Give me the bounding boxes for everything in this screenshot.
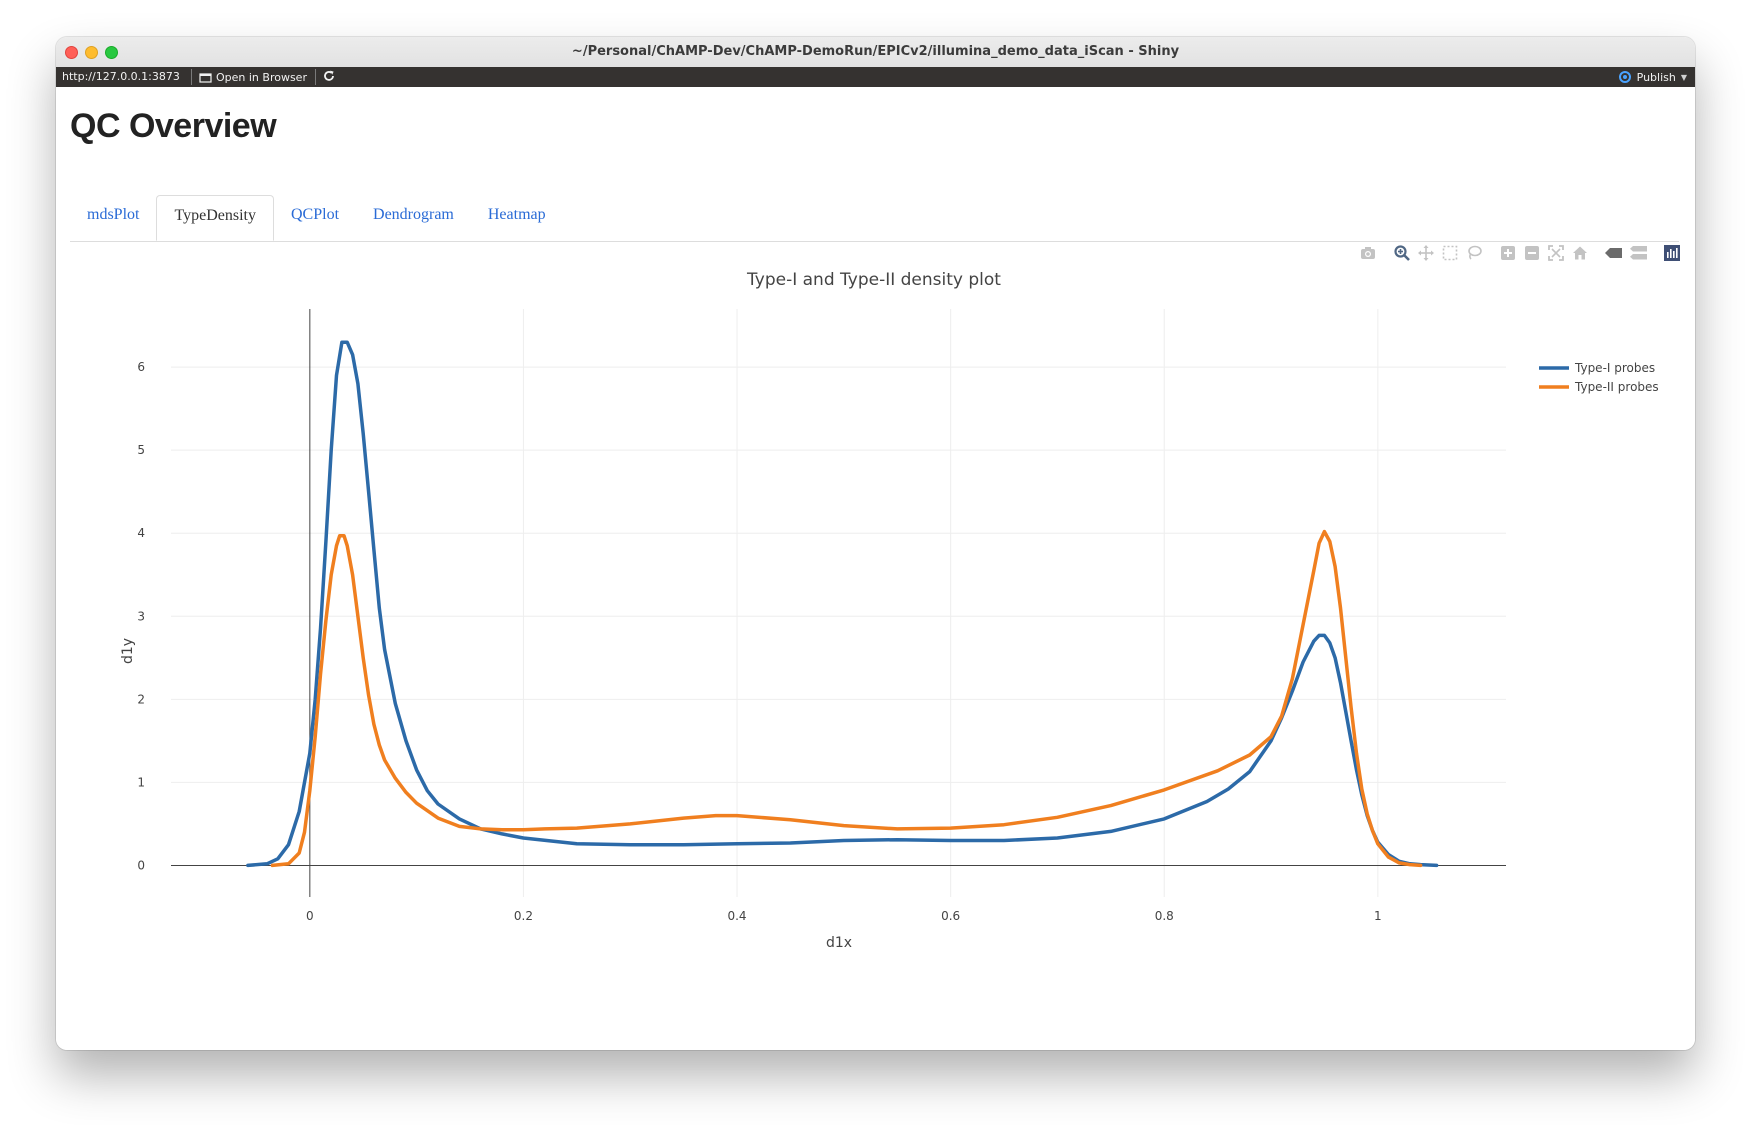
x-tick-label: 0.4 — [727, 909, 746, 923]
zoom-window-button[interactable] — [105, 46, 118, 59]
toolbar-divider — [315, 69, 316, 85]
y-tick-label: 3 — [137, 609, 145, 623]
close-window-button[interactable] — [65, 46, 78, 59]
x-tick-label: 0.6 — [941, 909, 960, 923]
hover-compare-icon[interactable] — [1629, 244, 1647, 262]
page-title: QC Overview — [70, 107, 277, 145]
y-axis-label: d1y — [120, 638, 136, 664]
tab-typedensity[interactable]: TypeDensity — [156, 195, 274, 241]
y-tick-label: 0 — [137, 858, 145, 872]
autoscale-icon[interactable] — [1547, 244, 1565, 262]
publish-label: Publish — [1636, 70, 1676, 84]
tab-heatmap[interactable]: Heatmap — [487, 206, 546, 223]
legend[interactable]: Type-I probes Type-II probes — [1539, 361, 1659, 394]
open-in-browser-button[interactable]: Open in Browser — [199, 69, 307, 85]
minimize-window-button[interactable] — [85, 46, 98, 59]
open-browser-icon — [199, 72, 212, 83]
y-tick-label: 2 — [137, 692, 145, 706]
tab-bar: mdsPlot TypeDensity QCPlot Dendrogram He… — [70, 195, 1679, 242]
reload-button[interactable] — [322, 69, 336, 86]
url-display[interactable]: http://127.0.0.1:3873 — [62, 70, 180, 83]
x-axis-label: d1x — [826, 935, 852, 951]
toolbar-divider — [191, 69, 192, 85]
publish-button[interactable]: Publish ▼ — [1618, 69, 1687, 85]
y-tick-label: 4 — [137, 526, 145, 540]
app-window: ~/Personal/ChAMP-Dev/ChAMP-DemoRun/EPICv… — [56, 37, 1695, 1050]
series-line-type-ii[interactable] — [270, 529, 1423, 868]
tab-qcplot[interactable]: QCPlot — [291, 206, 340, 223]
camera-icon[interactable] — [1359, 244, 1377, 262]
hover-closest-icon[interactable] — [1605, 244, 1623, 262]
y-tick-label: 5 — [137, 443, 145, 457]
x-tick-label: 0.8 — [1155, 909, 1174, 923]
series-lines — [246, 340, 1439, 868]
x-tick-label: 0.2 — [514, 909, 533, 923]
tab-dendrogram[interactable]: Dendrogram — [373, 206, 454, 223]
publish-icon — [1618, 71, 1631, 83]
series-line-type-i[interactable] — [246, 340, 1439, 868]
reset-axes-icon[interactable] — [1571, 244, 1589, 262]
pan-icon[interactable] — [1417, 244, 1435, 262]
zoom-in-icon[interactable] — [1499, 244, 1517, 262]
title-bar: ~/Personal/ChAMP-Dev/ChAMP-DemoRun/EPICv… — [56, 37, 1695, 68]
chart-title: Type-I and Type-II density plot — [746, 270, 1001, 290]
viewer-toolbar: http://127.0.0.1:3873 Open in Browser Pu… — [56, 67, 1695, 87]
lasso-select-icon[interactable] — [1465, 244, 1483, 262]
publish-dropdown-icon[interactable]: ▼ — [1680, 72, 1687, 82]
open-in-browser-label: Open in Browser — [216, 70, 307, 84]
reload-icon — [324, 70, 334, 81]
zoom-icon[interactable] — [1393, 244, 1411, 262]
legend-label-type-ii[interactable]: Type-II probes — [1574, 380, 1659, 394]
box-select-icon[interactable] — [1441, 244, 1459, 262]
window-title: ~/Personal/ChAMP-Dev/ChAMP-DemoRun/EPICv… — [571, 44, 1180, 59]
zoom-out-icon[interactable] — [1523, 244, 1541, 262]
x-tick-label: 1 — [1374, 909, 1382, 923]
grid-lines — [171, 309, 1506, 897]
y-tick-label: 6 — [137, 360, 145, 374]
legend-label-type-i[interactable]: Type-I probes — [1574, 361, 1655, 375]
plot-modebar — [1359, 243, 1681, 263]
x-tick-label: 0 — [306, 909, 314, 923]
y-tick-label: 1 — [137, 775, 145, 789]
density-plot[interactable]: Type-I and Type-II density plot 0 1 2 3 4 5 6 0… — [56, 87, 1695, 1050]
shiny-app-content: QC Overview mdsPlot TypeDensity QCPlot D… — [56, 87, 1695, 1050]
plotly-logo-icon[interactable] — [1663, 244, 1681, 262]
tab-mdsplot[interactable]: mdsPlot — [87, 206, 140, 223]
